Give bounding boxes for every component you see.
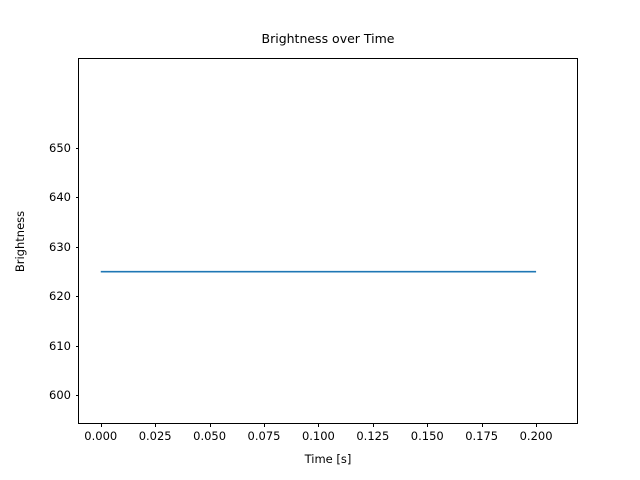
y-axis-tick-label: 610	[49, 338, 71, 353]
x-axis-tick	[481, 423, 483, 427]
y-axis-tick-label: 640	[49, 190, 71, 205]
y-axis-tick	[75, 246, 79, 248]
y-axis-label: Brightness	[14, 58, 28, 424]
x-axis-tick-label: 0.100	[301, 429, 335, 443]
x-axis-tick-label: 0.025	[138, 429, 172, 443]
y-axis-label-text: Brightness	[13, 210, 28, 272]
x-axis-label: Time [s]	[304, 452, 352, 466]
x-axis-tick	[264, 423, 265, 427]
x-axis-tick	[427, 423, 429, 427]
y-axis-tick-label: 600	[49, 388, 71, 403]
x-axis-tick	[372, 423, 374, 427]
x-axis-tick-label: 0.125	[356, 429, 390, 443]
y-axis-tick-label: 650	[49, 141, 71, 156]
y-axis-tick-label: 620	[49, 289, 71, 304]
x-axis-tick-label: 0.150	[410, 429, 444, 443]
x-axis-tick-label: 0.050	[193, 429, 227, 443]
y-axis-tick	[75, 148, 79, 150]
y-axis-tick	[75, 296, 79, 298]
y-axis-tick	[75, 197, 79, 199]
y-axis-tick	[75, 345, 79, 347]
x-axis-tick	[209, 423, 211, 427]
x-axis-tick	[536, 423, 538, 427]
y-axis-tick	[75, 395, 79, 397]
x-axis-tick-label: 0.200	[519, 429, 553, 443]
data-layer	[79, 59, 577, 423]
y-axis-tick-label: 630	[49, 239, 71, 254]
series-canvas	[100, 270, 537, 273]
x-axis-tick-label: 0.000	[84, 429, 118, 443]
x-axis-tick-label: 0.075	[247, 429, 281, 443]
plot-area: 600 610 620 630 640 650 0.000 0.025 0.050 0.075 0.…	[49, 58, 578, 443]
x-axis-tick	[100, 423, 102, 427]
x-axis-tick-label: 0.175	[465, 429, 499, 443]
chart-title: Brightness over Time	[261, 31, 395, 46]
x-axis-tick	[155, 423, 157, 427]
x-axis-tick	[318, 423, 320, 427]
